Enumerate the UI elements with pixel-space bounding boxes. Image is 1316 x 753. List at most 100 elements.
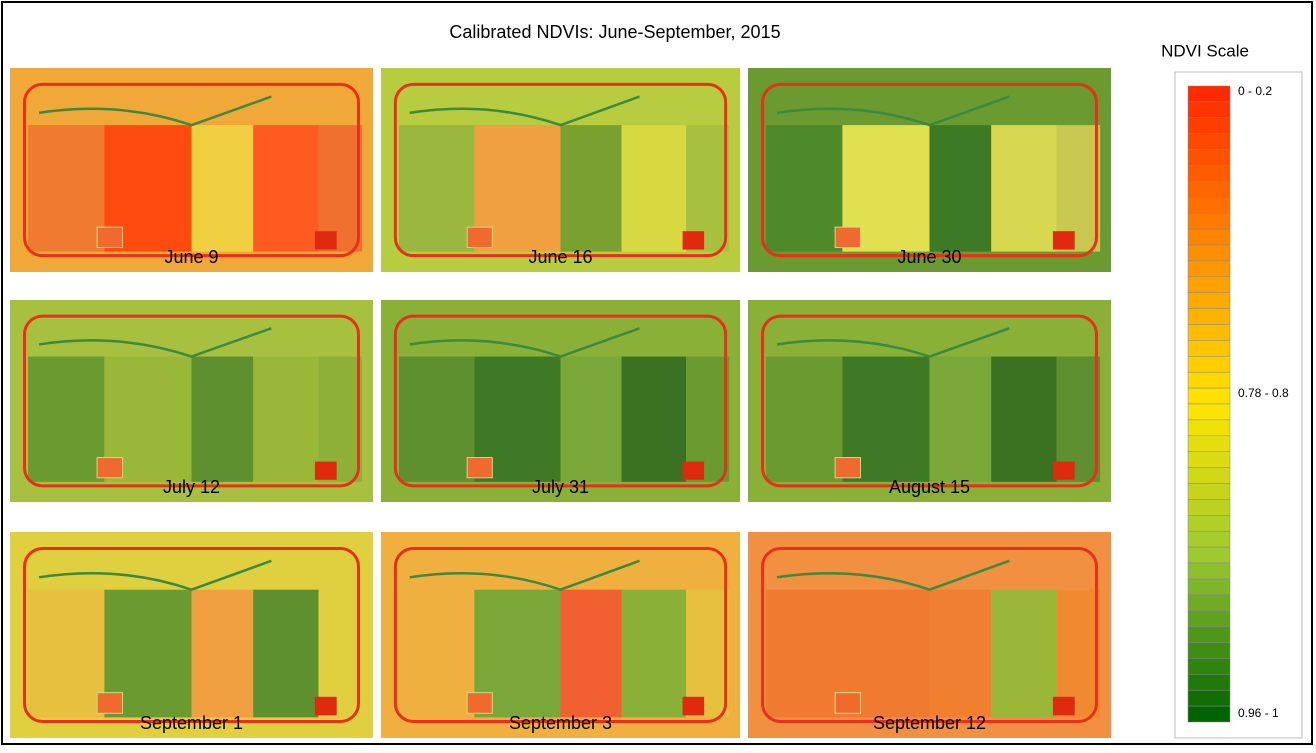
scale-swatch: [1188, 484, 1230, 500]
field: [930, 357, 992, 482]
legend-label: 0.96 - 1: [1238, 706, 1279, 720]
field: [930, 590, 992, 718]
scale-swatch: [1188, 468, 1230, 484]
scale-swatch: [1188, 643, 1230, 659]
farmstead: [683, 462, 705, 480]
scale-swatch: [1188, 372, 1230, 388]
scale-swatch: [1188, 420, 1230, 436]
farmstead: [835, 458, 860, 478]
field: [253, 590, 318, 718]
panel-label: August 15: [889, 477, 970, 497]
panel-label: September 12: [873, 713, 986, 733]
farmstead: [97, 693, 122, 714]
farmstead: [1053, 231, 1075, 249]
field: [991, 125, 1056, 251]
panel-label: September 3: [509, 713, 612, 733]
scale-swatch: [1188, 309, 1230, 325]
scale-swatch: [1188, 627, 1230, 643]
scale-swatch: [1188, 86, 1230, 102]
panel-label: September 1: [140, 713, 243, 733]
farmstead: [1053, 462, 1075, 480]
farmstead: [315, 697, 337, 716]
farmstead: [1053, 697, 1075, 716]
scale-swatch: [1188, 213, 1230, 229]
field: [622, 125, 687, 251]
ndvi-map: September 1: [10, 532, 373, 738]
field: [561, 590, 622, 718]
scale-swatch: [1188, 388, 1230, 404]
scale-swatch: [1188, 674, 1230, 690]
page: Calibrated NDVIs: June-September, 2015 N…: [0, 0, 1316, 748]
field: [991, 357, 1056, 482]
scale-swatch: [1188, 181, 1230, 197]
ndvi-map: June 30: [748, 68, 1111, 272]
scale-swatch: [1188, 452, 1230, 468]
scale-swatch: [1188, 197, 1230, 213]
field: [561, 357, 622, 482]
panels: June 9 June 16 June 30 July 12 July 31 August…: [10, 68, 1111, 738]
farmstead: [315, 231, 337, 249]
scale-swatch: [1188, 356, 1230, 372]
ndvi-map: August 15: [748, 300, 1111, 502]
ndvi-map: July 31: [381, 300, 740, 502]
field: [192, 590, 254, 718]
scale-swatch: [1188, 690, 1230, 706]
field: [766, 590, 842, 718]
ndvi-map: July 12: [10, 300, 373, 502]
field: [399, 125, 474, 251]
field: [399, 357, 474, 482]
scale-swatch: [1188, 515, 1230, 531]
field: [930, 125, 992, 251]
scale-swatch: [1188, 229, 1230, 245]
scale-swatch: [1188, 102, 1230, 118]
scale-swatch: [1188, 340, 1230, 356]
scale-ramp: [1188, 86, 1230, 722]
field: [28, 590, 104, 718]
farmstead: [467, 227, 492, 247]
field: [766, 357, 842, 482]
scale-swatch: [1188, 134, 1230, 150]
field: [253, 357, 318, 482]
figure: Calibrated NDVIs: June-September, 2015 N…: [0, 0, 1316, 748]
ndvi-map: June 16: [381, 68, 740, 272]
farmstead: [315, 462, 337, 480]
farmstead: [97, 458, 122, 478]
field: [991, 590, 1056, 718]
farmstead: [97, 227, 122, 247]
field: [622, 590, 687, 718]
panel-label: June 16: [528, 247, 592, 267]
farmstead: [467, 693, 492, 714]
farmstead: [835, 227, 860, 247]
scale-swatch: [1188, 166, 1230, 182]
ndvi-map: September 12: [748, 532, 1111, 738]
farmstead: [835, 693, 860, 714]
farmstead: [683, 231, 705, 249]
scale-swatch: [1188, 118, 1230, 134]
field: [399, 590, 474, 718]
scale-swatch: [1188, 563, 1230, 579]
scale-swatch: [1188, 404, 1230, 420]
farmstead: [683, 697, 705, 716]
scale-swatch: [1188, 245, 1230, 261]
field: [192, 357, 254, 482]
scale-swatch: [1188, 658, 1230, 674]
field: [561, 125, 622, 251]
farmstead: [467, 458, 492, 478]
field: [766, 125, 842, 251]
scale-swatch: [1188, 531, 1230, 547]
legend-title: NDVI Scale: [1161, 41, 1249, 60]
scale-swatch: [1188, 277, 1230, 293]
scale-swatch: [1188, 547, 1230, 563]
figure-title: Calibrated NDVIs: June-September, 2015: [449, 22, 780, 42]
field: [28, 357, 104, 482]
field: [192, 125, 254, 251]
scale-swatch: [1188, 706, 1230, 722]
scale-swatch: [1188, 261, 1230, 277]
scale-swatch: [1188, 293, 1230, 309]
scale-swatch: [1188, 150, 1230, 166]
panel-label: July 31: [532, 477, 589, 497]
ndvi-map: June 9: [10, 68, 373, 272]
scale-swatch: [1188, 611, 1230, 627]
scale-swatch: [1188, 436, 1230, 452]
field: [28, 125, 104, 251]
